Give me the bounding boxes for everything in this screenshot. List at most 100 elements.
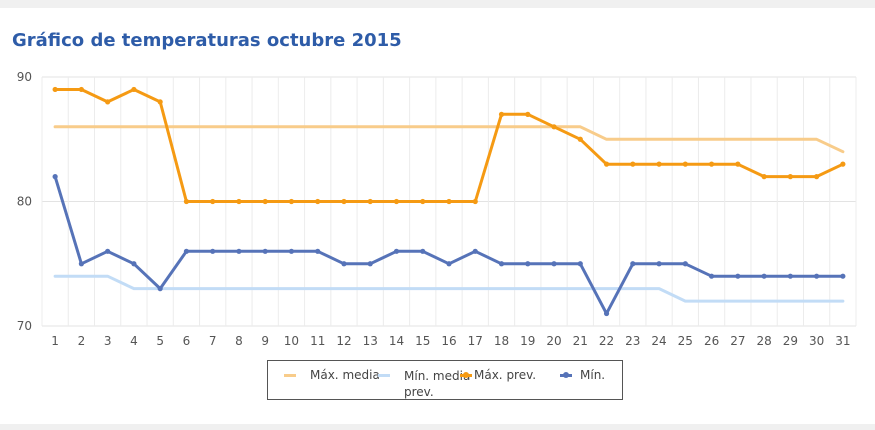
data-point <box>315 248 321 254</box>
x-tick-label: 9 <box>261 334 269 348</box>
data-point <box>525 111 531 117</box>
data-point <box>787 174 793 180</box>
data-point <box>551 261 557 267</box>
legend: Máx. media Mín. media prev. Máx. prev. M… <box>267 360 623 400</box>
x-tick-label: 31 <box>835 334 850 348</box>
x-tick-label: 30 <box>809 334 824 348</box>
series-line <box>53 274 845 303</box>
data-point <box>551 124 557 130</box>
legend-swatch <box>282 368 310 382</box>
data-point <box>840 161 846 167</box>
data-point <box>498 261 505 267</box>
data-point <box>262 198 268 205</box>
x-tick-label: 12 <box>336 334 351 348</box>
legend-swatch <box>458 368 474 382</box>
data-point <box>183 248 190 254</box>
x-tick-label: 21 <box>573 334 588 348</box>
data-point <box>131 261 137 267</box>
x-tick-label: 13 <box>363 334 378 348</box>
x-tick-label: 17 <box>468 334 483 348</box>
data-point <box>682 261 688 267</box>
data-point <box>288 198 295 205</box>
legend-label: Mín. media prev. <box>404 369 471 399</box>
data-point <box>814 273 820 279</box>
legend-swatch-dot <box>463 372 469 378</box>
data-point <box>131 86 137 93</box>
data-point <box>288 248 295 254</box>
data-point <box>236 198 242 205</box>
x-tick-label: 3 <box>104 334 112 348</box>
data-point <box>52 86 58 93</box>
data-point <box>656 161 662 167</box>
y-tick-label: 90 <box>17 70 32 84</box>
x-tick-label: 20 <box>546 334 561 348</box>
data-point <box>630 261 636 267</box>
legend-swatch <box>376 368 404 382</box>
data-point <box>367 198 373 205</box>
data-point <box>393 198 400 205</box>
data-point <box>840 273 846 279</box>
x-tick-label: 11 <box>310 334 325 348</box>
data-point <box>472 198 478 205</box>
data-point <box>761 273 767 279</box>
data-point <box>446 198 452 205</box>
x-tick-label: 5 <box>156 334 164 348</box>
legend-item-max-prev: Máx. prev. <box>458 368 536 382</box>
data-point <box>735 273 741 279</box>
data-point <box>315 198 321 205</box>
data-point <box>105 99 111 105</box>
data-point <box>183 198 190 205</box>
data-point <box>105 248 111 254</box>
data-point <box>420 198 426 205</box>
legend-label: Máx. media <box>310 368 380 382</box>
data-point <box>52 174 58 180</box>
data-point <box>708 273 715 279</box>
data-point <box>367 261 373 267</box>
data-point <box>210 248 216 254</box>
x-tick-label: 1 <box>51 334 59 348</box>
data-point <box>814 174 820 180</box>
data-point <box>656 261 662 267</box>
data-point <box>708 161 715 167</box>
legend-label: Mín. <box>580 368 606 382</box>
data-point <box>393 248 400 254</box>
legend-item-min: Mín. <box>558 368 605 382</box>
data-point <box>787 273 793 279</box>
bottom-border <box>0 424 875 430</box>
x-tick-label: 19 <box>520 334 535 348</box>
data-point <box>262 248 268 254</box>
x-tick-label: 26 <box>704 334 719 348</box>
data-point <box>682 161 688 167</box>
x-tick-label: 23 <box>625 334 640 348</box>
data-point <box>236 248 242 254</box>
legend-swatch-line <box>378 374 390 377</box>
data-point <box>157 99 163 105</box>
legend-item-max-media: Máx. media <box>282 368 380 382</box>
data-point <box>420 248 426 254</box>
x-tick-label: 10 <box>284 334 299 348</box>
y-tick-label: 70 <box>17 319 32 333</box>
chart-title: Gráfico de temperaturas octubre 2015 <box>12 30 402 51</box>
x-tick-label: 7 <box>209 334 217 348</box>
x-tick-label: 28 <box>756 334 771 348</box>
x-tick-label: 29 <box>783 334 798 348</box>
series-line <box>53 125 845 154</box>
legend-swatch-line <box>284 374 296 377</box>
data-point <box>78 86 84 93</box>
data-point <box>761 174 767 180</box>
x-tick-label: 18 <box>494 334 509 348</box>
x-tick-label: 27 <box>730 334 745 348</box>
legend-swatch <box>558 368 580 382</box>
y-tick-label: 80 <box>17 195 32 209</box>
x-tick-label: 22 <box>599 334 614 348</box>
x-tick-label: 14 <box>389 334 404 348</box>
data-point <box>498 111 505 117</box>
legend-label: Máx. prev. <box>474 368 537 382</box>
data-point <box>577 136 583 142</box>
data-point <box>446 261 452 267</box>
x-tick-label: 24 <box>651 334 666 348</box>
data-point <box>603 310 610 317</box>
x-tick-label: 15 <box>415 334 430 348</box>
